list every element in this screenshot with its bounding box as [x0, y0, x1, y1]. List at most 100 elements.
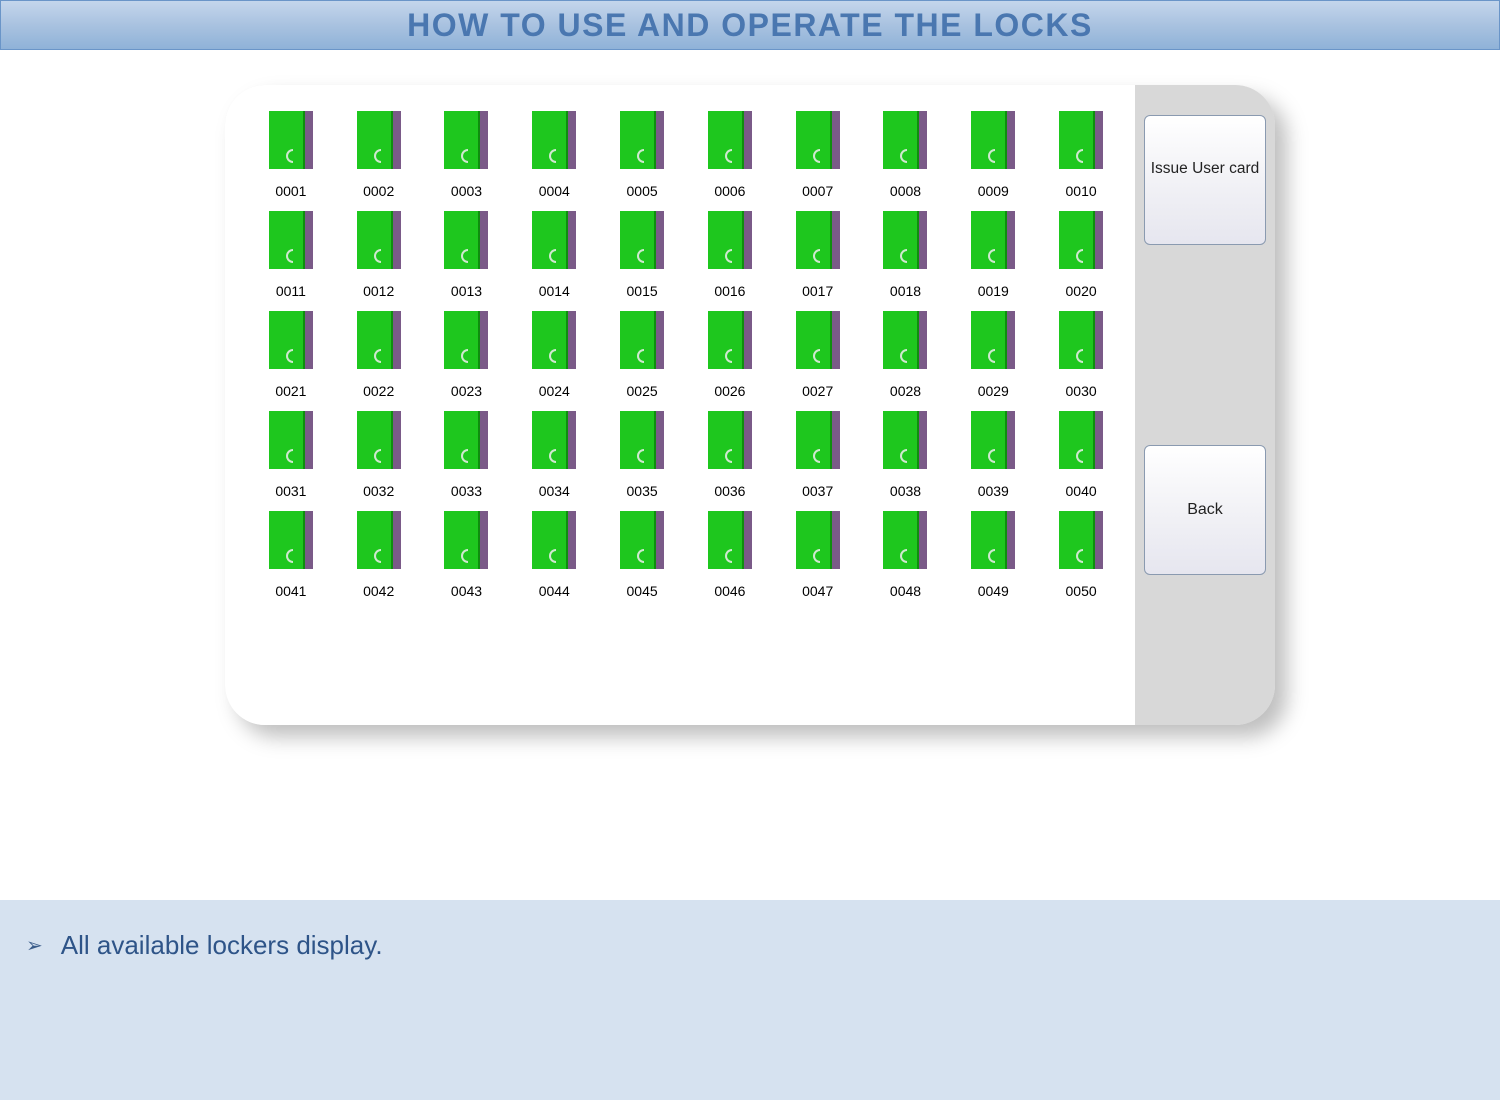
- locker-cell[interactable]: 0040: [1037, 405, 1125, 505]
- locker-cell[interactable]: 0027: [774, 305, 862, 405]
- locker-label: 0045: [627, 583, 658, 599]
- locker-door: [269, 511, 305, 569]
- locker-cell[interactable]: 0047: [774, 505, 862, 605]
- locker-door: [357, 211, 393, 269]
- locker-cell[interactable]: 0011: [247, 205, 335, 305]
- locker-cell[interactable]: 0043: [423, 505, 511, 605]
- locker-icon: [883, 211, 927, 269]
- locker-cell[interactable]: 0007: [774, 105, 862, 205]
- issue-user-card-button[interactable]: Issue User card: [1144, 115, 1266, 245]
- locker-cell[interactable]: 0003: [423, 105, 511, 205]
- locker-cell[interactable]: 0004: [510, 105, 598, 205]
- locker-door: [269, 111, 305, 169]
- locker-door: [1059, 411, 1095, 469]
- locker-cell[interactable]: 0005: [598, 105, 686, 205]
- locker-cell[interactable]: 0022: [335, 305, 423, 405]
- locker-cell[interactable]: 0002: [335, 105, 423, 205]
- locker-label: 0019: [978, 283, 1009, 299]
- locker-door: [1059, 211, 1095, 269]
- locker-cell[interactable]: 0010: [1037, 105, 1125, 205]
- locker-cell[interactable]: 0006: [686, 105, 774, 205]
- locker-cell[interactable]: 0037: [774, 405, 862, 505]
- locker-handle: [988, 249, 995, 263]
- locker-cell[interactable]: 0009: [949, 105, 1037, 205]
- locker-cell[interactable]: 0012: [335, 205, 423, 305]
- locker-cell[interactable]: 0050: [1037, 505, 1125, 605]
- locker-icon: [883, 411, 927, 469]
- locker-cell[interactable]: 0045: [598, 505, 686, 605]
- locker-cell[interactable]: 0015: [598, 205, 686, 305]
- locker-cell[interactable]: 0033: [423, 405, 511, 505]
- locker-cell[interactable]: 0018: [862, 205, 950, 305]
- locker-cell[interactable]: 0016: [686, 205, 774, 305]
- locker-label: 0036: [714, 483, 745, 499]
- locker-handle: [725, 149, 732, 163]
- locker-cell[interactable]: 0021: [247, 305, 335, 405]
- locker-cell[interactable]: 0014: [510, 205, 598, 305]
- locker-label: 0008: [890, 183, 921, 199]
- locker-cell[interactable]: 0034: [510, 405, 598, 505]
- locker-cell[interactable]: 0048: [862, 505, 950, 605]
- locker-cell[interactable]: 0044: [510, 505, 598, 605]
- locker-cell[interactable]: 0001: [247, 105, 335, 205]
- locker-door: [708, 411, 744, 469]
- locker-door: [708, 311, 744, 369]
- locker-door: [1059, 311, 1095, 369]
- locker-cell[interactable]: 0036: [686, 405, 774, 505]
- locker-handle: [549, 149, 556, 163]
- locker-icon: [269, 111, 313, 169]
- locker-label: 0002: [363, 183, 394, 199]
- locker-icon: [1059, 111, 1103, 169]
- locker-handle: [988, 549, 995, 563]
- locker-cell[interactable]: 0025: [598, 305, 686, 405]
- locker-cell[interactable]: 0039: [949, 405, 1037, 505]
- locker-cell[interactable]: 0008: [862, 105, 950, 205]
- locker-cell[interactable]: 0042: [335, 505, 423, 605]
- locker-label: 0041: [275, 583, 306, 599]
- locker-handle: [637, 549, 644, 563]
- locker-handle: [637, 249, 644, 263]
- locker-label: 0004: [539, 183, 570, 199]
- locker-icon: [357, 211, 401, 269]
- locker-door: [532, 411, 568, 469]
- locker-handle: [813, 349, 820, 363]
- locker-cell[interactable]: 0019: [949, 205, 1037, 305]
- locker-cell[interactable]: 0038: [862, 405, 950, 505]
- locker-handle: [813, 449, 820, 463]
- locker-door: [357, 111, 393, 169]
- locker-cell[interactable]: 0041: [247, 505, 335, 605]
- locker-handle: [286, 249, 293, 263]
- locker-icon: [357, 411, 401, 469]
- locker-area: 0001 0002 0003 0004 000500060007 0008 00090010…: [225, 85, 1135, 725]
- locker-label: 0022: [363, 383, 394, 399]
- locker-label: 0021: [275, 383, 306, 399]
- locker-icon: [796, 511, 840, 569]
- locker-cell[interactable]: 0026: [686, 305, 774, 405]
- locker-label: 0032: [363, 483, 394, 499]
- locker-icon: [444, 311, 488, 369]
- locker-handle: [725, 349, 732, 363]
- locker-label: 0027: [802, 383, 833, 399]
- locker-label: 0026: [714, 383, 745, 399]
- locker-cell[interactable]: 0032: [335, 405, 423, 505]
- back-button[interactable]: Back: [1144, 445, 1266, 575]
- locker-cell[interactable]: 0049: [949, 505, 1037, 605]
- locker-icon: [532, 211, 576, 269]
- locker-cell[interactable]: 0029: [949, 305, 1037, 405]
- locker-icon: [269, 311, 313, 369]
- locker-cell[interactable]: 0035: [598, 405, 686, 505]
- locker-cell[interactable]: 0046: [686, 505, 774, 605]
- locker-handle: [549, 249, 556, 263]
- locker-handle: [374, 449, 381, 463]
- locker-cell[interactable]: 0028: [862, 305, 950, 405]
- locker-icon: [708, 511, 752, 569]
- locker-handle: [813, 249, 820, 263]
- locker-cell[interactable]: 0023: [423, 305, 511, 405]
- locker-cell[interactable]: 0024: [510, 305, 598, 405]
- locker-cell[interactable]: 0030: [1037, 305, 1125, 405]
- locker-cell[interactable]: 0017: [774, 205, 862, 305]
- locker-cell[interactable]: 0031: [247, 405, 335, 505]
- locker-cell[interactable]: 0020: [1037, 205, 1125, 305]
- locker-handle: [725, 549, 732, 563]
- locker-cell[interactable]: 0013: [423, 205, 511, 305]
